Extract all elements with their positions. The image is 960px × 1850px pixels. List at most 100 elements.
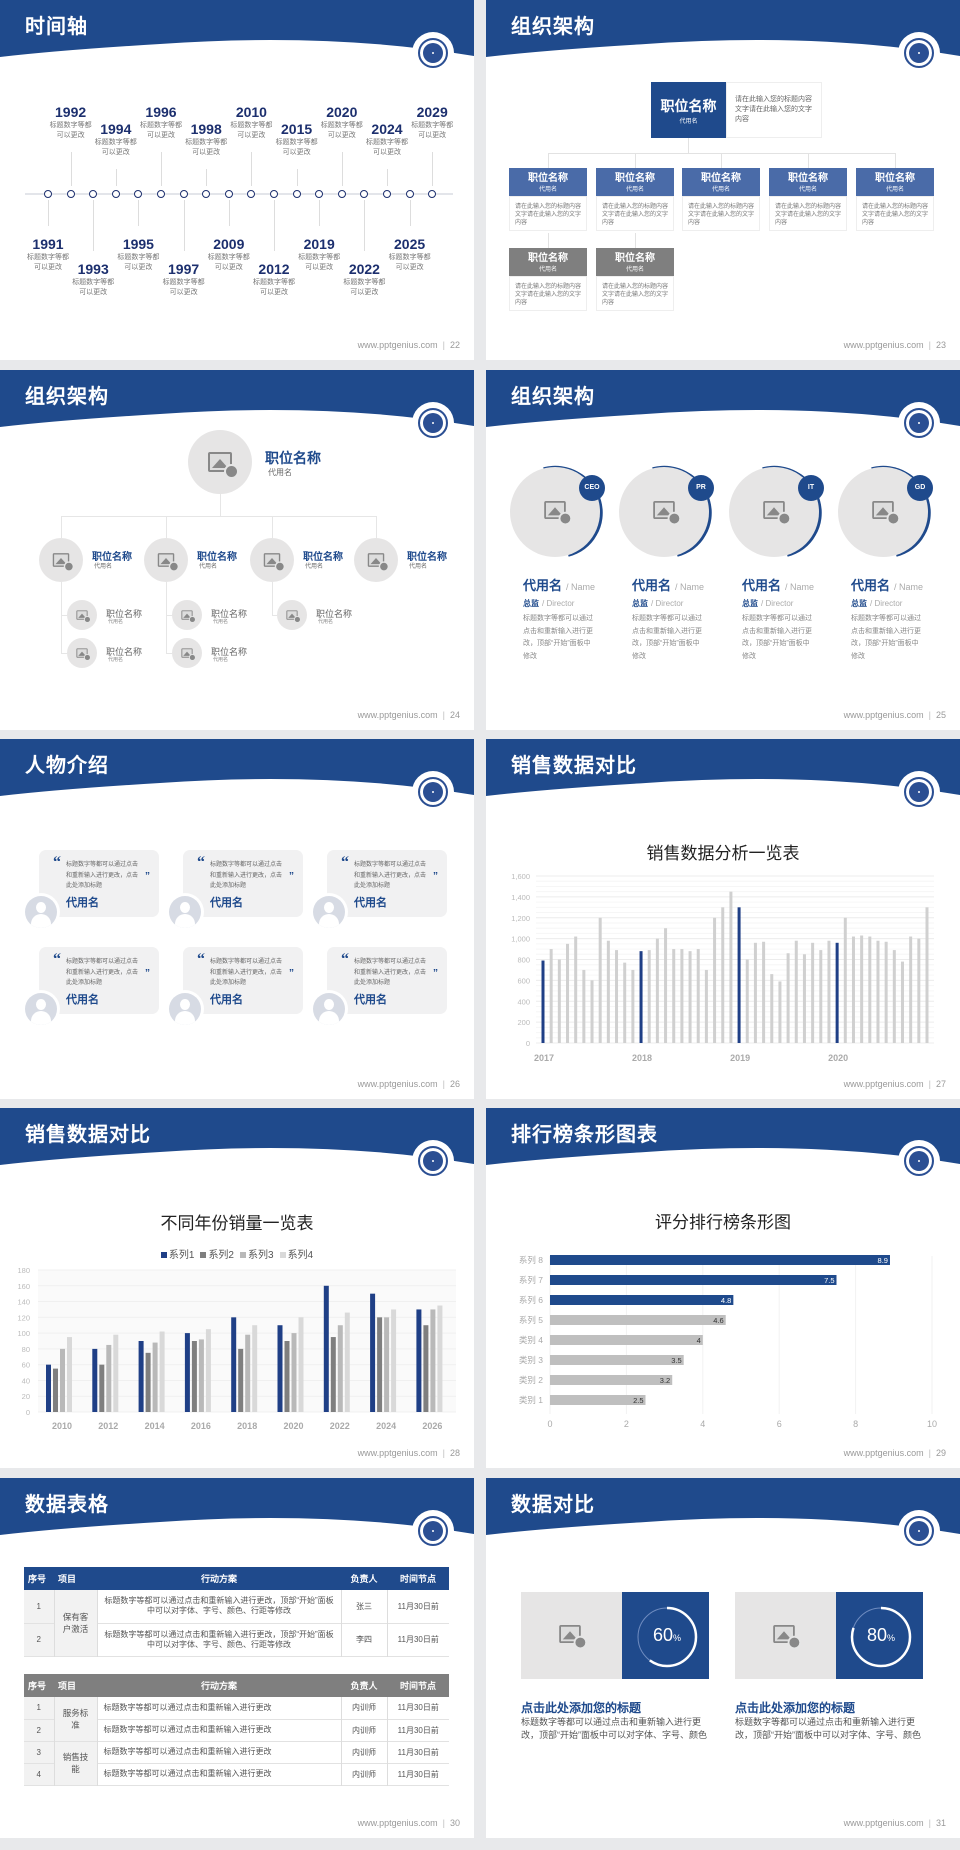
image-placeholder-icon[interactable] [76,610,90,623]
table-row[interactable]: 2 标题数字等都可以通过点击和重新输入进行更改，顶部“开始”面板中可以对字体、字号… [24,1623,449,1656]
timeline-event[interactable]: 1992 标题数字等都 可以更改 [36,104,106,141]
timeline-node[interactable] [111,190,120,198]
image-placeholder-icon[interactable] [286,610,300,623]
timeline-node[interactable] [202,190,211,198]
timeline-node[interactable] [66,190,75,198]
image-placeholder-icon[interactable] [559,1625,586,1648]
avatar[interactable] [313,993,345,1025]
header-band [0,370,474,427]
timeline-event[interactable]: 1996 标题数字等都 可以更改 [126,104,196,141]
child-position-header[interactable]: 职位名称 代用名 [509,168,587,196]
image-placeholder-icon[interactable] [544,501,571,524]
child-position-header[interactable]: 职位名称 代用名 [596,168,674,196]
image-placeholder-icon[interactable] [653,501,680,524]
image-placeholder-icon[interactable] [181,610,195,623]
avatar[interactable] [25,993,57,1025]
legend-item[interactable]: 系列2 [200,1250,234,1261]
card-title[interactable]: 点击此处添加您的标题 [521,1701,642,1715]
timeline-event[interactable]: 1995 标题数字等都 可以更改 [103,236,173,273]
slide-27[interactable]: 销售数据对比 www.pptgenius.com | 27 销售数据分析一览表 0 200 4… [486,739,960,1099]
role-badge: PR [688,475,714,501]
child-position-header[interactable]: 职位名称 代用名 [769,168,847,196]
avatar[interactable] [169,896,201,928]
image-placeholder-icon[interactable] [263,553,284,571]
slide-31[interactable]: 数据对比 www.pptgenius.com | 31 60% 点击此处添加您的标题 标题数… [486,1478,960,1838]
image-placeholder-icon[interactable] [773,1625,800,1648]
timeline-node[interactable] [292,190,301,198]
school-logo [412,1140,454,1182]
image-placeholder-icon[interactable] [181,648,195,661]
slide-24[interactable]: 组织架构 www.pptgenius.com | 24 职位名称 代用名 职位名称 代用名 职位… [0,370,474,730]
avatar[interactable] [25,896,57,928]
timeline-node[interactable] [247,190,256,198]
timeline-node[interactable] [360,190,369,198]
image-placeholder-icon[interactable] [52,553,73,571]
timeline-node[interactable] [270,190,278,198]
quote-card[interactable]: “ ” 标题数字等都可以通过点击和重新输入进行更改，点击此处添加标题 代用名 [183,947,303,1014]
x-tick-label: 2010 [52,1421,72,1431]
table-row[interactable]: 3 销售技能 标题数字等都可以通过点击和重新输入进行更改 内训师 11月30日前 [24,1741,449,1785]
image-placeholder-icon[interactable] [157,553,178,571]
timeline-event[interactable]: 1993 标题数字等都 可以更改 [58,261,128,298]
root-position-box[interactable]: 职位名称 代用名 [651,82,726,138]
avatar[interactable] [313,896,345,928]
card-title[interactable]: 点击此处添加您的标题 [735,1701,856,1715]
table-row[interactable]: 1 保有客户激活 标题数字等都可以通过点击和重新输入进行更改，顶部“开始”面板中可以… [24,1590,449,1656]
child-position-header[interactable]: 职位名称 代用名 [682,168,760,196]
timeline-event[interactable]: 2029 标题数字等都 可以更改 [397,104,467,141]
table-row[interactable]: 1 服务标准 标题数字等都可以通过点击和重新输入进行更改 内训师 11月30日前 [24,1697,449,1741]
timeline-node[interactable] [315,190,324,198]
slide-30[interactable]: 数据表格 www.pptgenius.com | 30 序号 项目 行动方案 负责人 时间节点 1… [0,1478,474,1838]
timeline-node[interactable] [405,190,414,198]
timeline-node[interactable] [428,190,437,198]
child-position-header[interactable]: 职位名称 代用名 [596,248,674,276]
quote-card[interactable]: “ ” 标题数字等都可以通过点击和重新输入进行更改，点击此处添加标题 代用名 [327,947,447,1014]
timeline-event[interactable]: 2020 标题数字等都 可以更改 [307,104,377,141]
quote-card[interactable]: “ ” 标题数字等都可以通过点击和重新输入进行更改，点击此处添加标题 代用名 [183,850,303,917]
child-position-header[interactable]: 职位名称 代用名 [509,248,587,276]
timeline-node[interactable] [224,190,233,198]
slide-26[interactable]: 人物介绍 www.pptgenius.com | 26 “ ” 标题数字等都可以通过点击和重… [0,739,474,1099]
timeline-event[interactable]: 2010 标题数字等都 可以更改 [216,104,286,141]
timeline-event[interactable]: 1991 标题数字等都 可以更改 [13,236,83,273]
timeline-event[interactable]: 2015 标题数字等都 可以更改 [262,121,332,158]
timeline-event[interactable]: 1997 标题数字等都 可以更改 [149,261,219,298]
timeline-event[interactable]: 2022 标题数字等都 可以更改 [329,261,399,298]
slide-title: 人物介绍 [25,755,109,777]
avatar[interactable] [169,993,201,1025]
legend-item[interactable]: 系列4 [279,1250,313,1261]
legend-item[interactable]: 系列1 [160,1250,194,1261]
timeline-event[interactable]: 2009 标题数字等都 可以更改 [194,236,264,273]
timeline-event[interactable]: 2012 标题数字等都 可以更改 [239,261,309,298]
image-placeholder-icon[interactable] [208,452,237,477]
image-placeholder-icon[interactable] [872,501,899,524]
slide-29[interactable]: 排行榜条形图表 www.pptgenius.com | 29 评分排行榜条形图 0 2 4 6 8… [486,1108,960,1468]
timeline-event[interactable]: 1998 标题数字等都 可以更改 [171,121,241,158]
table-row[interactable]: 4 标题数字等都可以通过点击和重新输入进行更改 内训师 11月30日前 [24,1763,449,1785]
image-placeholder-icon[interactable] [367,553,388,571]
timeline-event[interactable]: 1994 标题数字等都 可以更改 [81,121,151,158]
slide-23[interactable]: 组织架构 www.pptgenius.com | 23 职位名称 代用名 请在此输入您的标题… [486,0,960,360]
time-cell: 11月30日前 [397,1725,439,1735]
table-row[interactable]: 2 标题数字等都可以通过点击和重新输入进行更改 内训师 11月30日前 [24,1719,449,1741]
timeline-event[interactable]: 2025 标题数字等都 可以更改 [375,236,445,273]
image-placeholder-icon[interactable] [763,501,790,524]
legend-item[interactable]: 系列3 [240,1250,274,1261]
timeline-event[interactable]: 2019 标题数字等都 可以更改 [284,236,354,273]
slide-22[interactable]: 时间轴 www.pptgenius.com | 22 1991 标题数字等都 可以更改 199… [0,0,474,360]
timeline-node[interactable] [157,190,165,198]
timeline-node[interactable] [179,190,188,198]
slide-25[interactable]: 组织架构 www.pptgenius.com | 25 CEO 代用名 / Name 总监 / … [486,370,960,730]
slide-28[interactable]: 销售数据对比 www.pptgenius.com | 28 不同年份销量一览表 系列1 系列… [0,1108,474,1468]
quote-card[interactable]: “ ” 标题数字等都可以通过点击和重新输入进行更改，点击此处添加标题 代用名 [39,947,159,1014]
quote-card[interactable]: “ ” 标题数字等都可以通过点击和重新输入进行更改，点击此处添加标题 代用名 [39,850,159,917]
timeline-node[interactable] [134,190,143,198]
timeline-node[interactable] [44,190,52,198]
timeline-node[interactable] [383,190,391,198]
image-placeholder-icon[interactable] [76,648,90,661]
quote-card[interactable]: “ ” 标题数字等都可以通过点击和重新输入进行更改，点击此处添加标题 代用名 [327,850,447,917]
timeline-node[interactable] [337,190,346,198]
timeline-event[interactable]: 2024 标题数字等都 可以更改 [352,121,422,158]
timeline-node[interactable] [89,190,98,198]
child-position-header[interactable]: 职位名称 代用名 [856,168,934,196]
